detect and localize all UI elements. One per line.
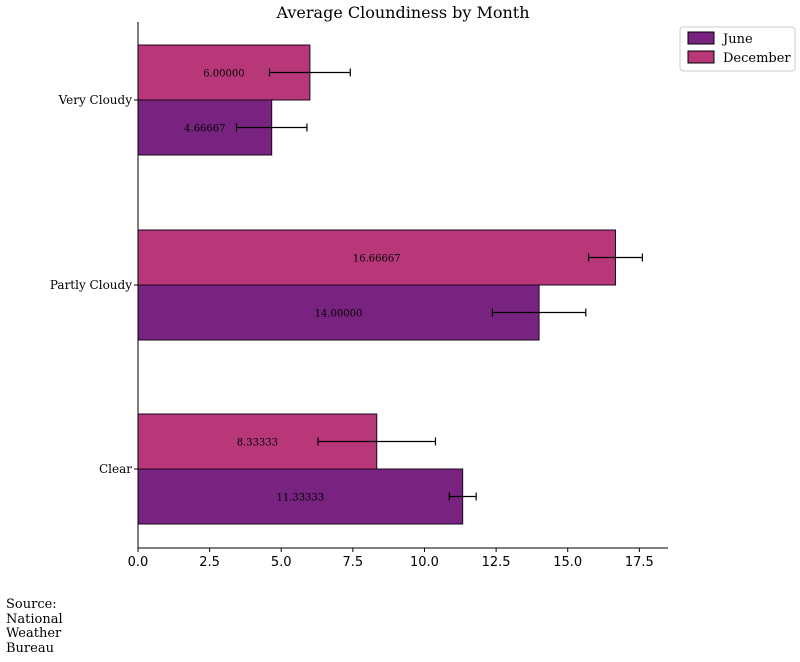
bars-layer (137, 44, 616, 525)
error-bar-december-partly-cloudy (587, 253, 644, 262)
x-tick-label: 12.5 (482, 555, 511, 570)
x-tick-label: 0.0 (128, 555, 149, 570)
error-bar-december-very-cloudy (268, 68, 351, 77)
source-line: Bureau (6, 640, 54, 656)
value-label-december-partly-cloudy: 16.66667 (353, 254, 401, 265)
value-labels-layer: 11.33333 14.00000 4.66667 8.33333 16.66667 6.… (184, 69, 400, 504)
legend-label-june: June (721, 32, 753, 47)
source-note: Source: National Weather Bureau (6, 597, 86, 656)
y-tick-label: Very Cloudy (58, 93, 133, 107)
y-tick-label: Partly Cloudy (50, 278, 132, 292)
bar-june-partly-cloudy (137, 284, 540, 341)
source-line: Source: (6, 597, 57, 612)
legend-label-december: December (723, 51, 791, 66)
x-tick-label: 17.5 (625, 555, 654, 570)
error-bar-june-partly-cloudy (491, 308, 587, 317)
value-label-june-clear: 11.33333 (276, 493, 324, 504)
source-line: Weather (6, 626, 62, 641)
error-bars-layer (235, 68, 644, 501)
chart-title: Average Cloundiness by Month (275, 3, 529, 22)
legend-swatch-december (687, 50, 715, 64)
bar-december-partly-cloudy (137, 229, 616, 286)
x-tick-label: 7.5 (343, 555, 364, 570)
bar-june-clear (137, 468, 464, 525)
source-line: National (6, 611, 63, 627)
value-label-june-very-cloudy: 4.66667 (184, 124, 225, 135)
x-tick-label: 15.0 (553, 555, 582, 570)
x-tick-label: 5.0 (271, 555, 292, 570)
value-label-december-very-cloudy: 6.00000 (203, 69, 244, 80)
y-tick-label: Clear (99, 462, 132, 476)
legend: June December (679, 26, 796, 72)
x-tick-label: 2.5 (199, 555, 220, 570)
error-bar-june-clear (448, 492, 477, 501)
x-tick-label: 10.0 (410, 555, 439, 570)
value-label-june-partly-cloudy: 14.00000 (315, 309, 363, 320)
axes-layer: Clear Partly Cloudy Very Cloudy 0.0 2.5 5.0 7.… (50, 22, 668, 570)
error-bar-june-very-cloudy (235, 123, 308, 132)
error-bar-december-clear (317, 437, 437, 446)
legend-swatch-june (687, 31, 715, 45)
value-label-december-clear: 8.33333 (237, 438, 278, 449)
